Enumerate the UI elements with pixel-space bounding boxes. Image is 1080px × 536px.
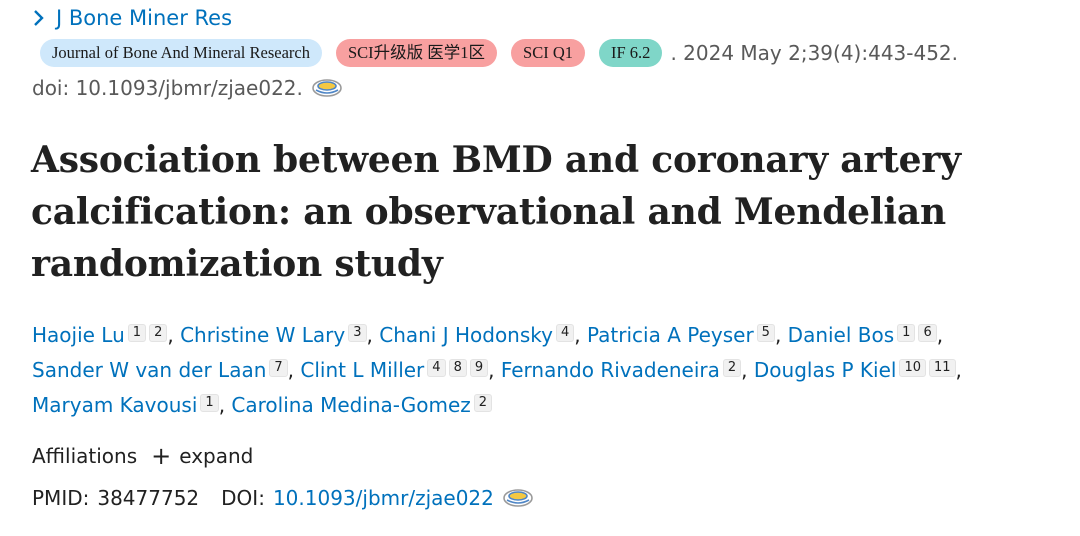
sci-quartile-badge: SCI Q1	[511, 39, 586, 67]
doi-label: DOI:	[221, 486, 265, 510]
author-link[interactable]: Christine W Lary	[180, 323, 346, 347]
journal-link[interactable]: J Bone Miner Res	[32, 6, 232, 30]
plus-icon: +	[151, 442, 172, 470]
author: Christine W Lary 3	[180, 323, 367, 347]
author-link[interactable]: Maryam Kavousi	[32, 393, 198, 417]
affiliation-ref[interactable]: 4	[427, 359, 446, 377]
expand-label: expand	[179, 444, 254, 468]
author-link[interactable]: Sander W van der Laan	[32, 358, 267, 382]
affiliation-ref[interactable]: 2	[722, 359, 742, 377]
affiliation-ref[interactable]: 2	[149, 324, 168, 342]
affiliation-ref[interactable]: 11	[929, 359, 956, 377]
affiliation-ref[interactable]: 2	[473, 394, 493, 412]
pubmed-logo-icon[interactable]	[502, 487, 534, 509]
pmid-label: PMID:	[32, 486, 90, 510]
author: Carolina Medina-Gomez 2	[231, 393, 493, 417]
expand-affiliations-button[interactable]: + expand	[151, 444, 253, 468]
author: Douglas P Kiel 10 11	[754, 358, 956, 382]
doi-link[interactable]: 10.1093/jbmr/zjae022	[272, 486, 494, 510]
author-link[interactable]: Daniel Bos	[787, 323, 895, 347]
affiliations-row: Affiliations + expand	[32, 444, 253, 468]
author: Chani J Hodonsky 4	[379, 323, 575, 347]
author-link[interactable]: Clint L Miller	[300, 358, 425, 382]
author-link[interactable]: Patricia A Peyser	[586, 323, 754, 347]
affiliation-ref[interactable]: 10	[899, 359, 926, 377]
journal-badges-row: Journal of Bone And Mineral Research SCI…	[40, 38, 958, 68]
author-link[interactable]: Douglas P Kiel	[753, 358, 897, 382]
affiliation-ref[interactable]: 1	[897, 324, 916, 342]
author: Clint L Miller 4 8 9	[300, 358, 489, 382]
sci-rank-badge: SCI升级版 医学1区	[335, 39, 498, 67]
author-link[interactable]: Carolina Medina-Gomez	[231, 393, 471, 417]
author: Haojie Lu 1 2	[32, 323, 168, 347]
affiliation-ref[interactable]: 3	[348, 324, 367, 342]
affiliations-label: Affiliations	[32, 444, 138, 468]
author: Fernando Rivadeneira 2	[500, 358, 742, 382]
author-link[interactable]: Fernando Rivadeneira	[500, 358, 720, 382]
pmid-value: 38477752	[97, 486, 200, 510]
journal-abbrev: J Bone Miner Res	[56, 6, 233, 30]
citation-text: . 2024 May 2;39(4):443-452.	[670, 41, 959, 65]
author-link[interactable]: Chani J Hodonsky	[379, 323, 553, 347]
affiliation-ref[interactable]: 8	[448, 359, 467, 377]
author-list: Haojie Lu 1 2, Christine W Lary 3, Chani J …	[32, 323, 962, 417]
doi-text: doi: 10.1093/jbmr/zjae022.	[32, 76, 303, 100]
affiliation-ref[interactable]: 7	[269, 359, 288, 377]
doi-line: doi: 10.1093/jbmr/zjae022.	[32, 76, 343, 100]
affiliation-ref[interactable]: 6	[918, 324, 937, 342]
affiliation-ref[interactable]: 5	[756, 324, 775, 342]
author: Sander W van der Laan 7	[32, 358, 288, 382]
author: Patricia A Peyser 5	[587, 323, 775, 347]
affiliation-ref[interactable]: 1	[200, 394, 219, 412]
article-title: Association between BMD and coronary art…	[31, 139, 961, 285]
affiliation-ref[interactable]: 9	[469, 359, 489, 377]
affiliation-ref[interactable]: 1	[127, 324, 147, 342]
affiliation-ref[interactable]: 4	[555, 324, 575, 342]
impact-factor-badge: IF 6.2	[599, 39, 663, 67]
journal-name-badge: Journal of Bone And Mineral Research	[40, 39, 322, 67]
author: Maryam Kavousi 1	[32, 393, 219, 417]
author-link[interactable]: Haojie Lu	[32, 323, 125, 347]
pubmed-logo-icon[interactable]	[311, 77, 343, 99]
chevron-right-icon	[34, 10, 44, 26]
identifiers-row: PMID: 38477752 DOI: 10.1093/jbmr/zjae022	[32, 486, 534, 510]
author: Daniel Bos 1 6	[788, 323, 937, 347]
